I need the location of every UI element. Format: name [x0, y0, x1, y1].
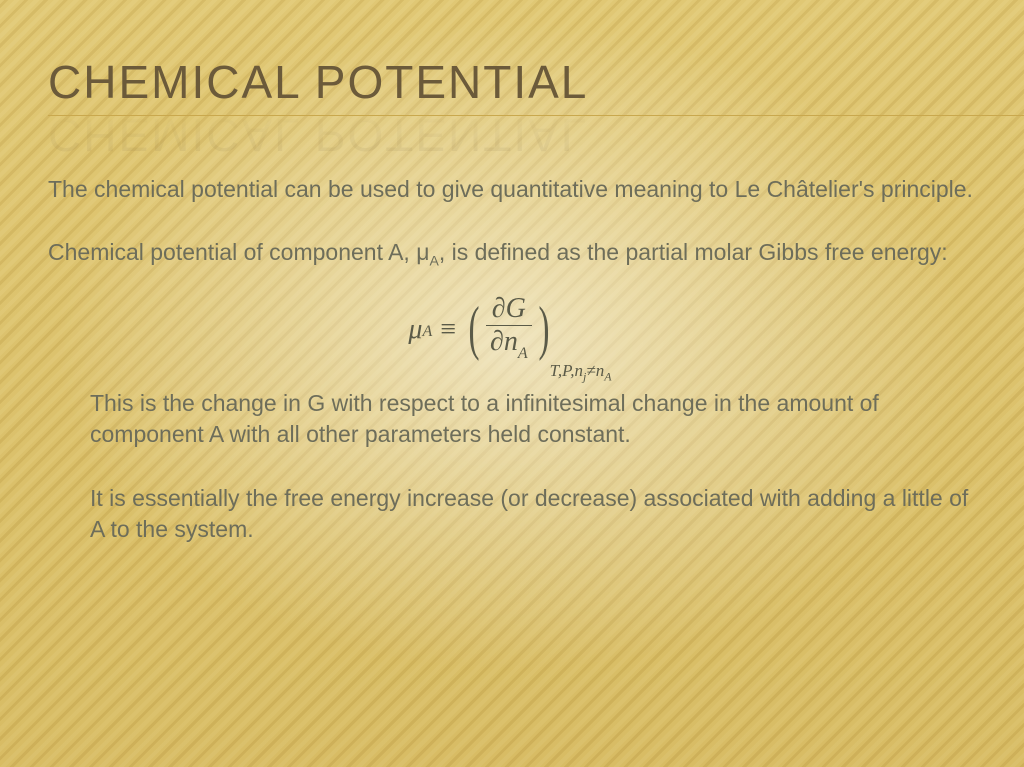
cond-n: n	[575, 361, 584, 380]
paragraph-1: The chemical potential can be used to gi…	[48, 174, 976, 205]
formula-mu: μ	[408, 311, 422, 349]
p2-lead: Chemical potential of component A, μ	[48, 239, 429, 265]
cond-nA-A: A	[604, 369, 611, 383]
cond-neq: ≠	[586, 361, 595, 380]
slide-body: The chemical potential can be used to gi…	[48, 174, 976, 544]
p2-subscript: A	[429, 253, 438, 269]
formula-G: G	[506, 293, 526, 324]
paragraph-2: Chemical potential of component A, μA, i…	[48, 237, 976, 270]
cond-nA-n: n	[596, 361, 605, 380]
formula-mu-sub: A	[422, 321, 432, 343]
formula-lparen: (	[469, 307, 480, 349]
formula-rparen: )	[538, 307, 549, 349]
cond-T: T	[550, 361, 558, 380]
formula-den-sub: A	[518, 345, 528, 362]
formula: μA ≡ ( ∂G ∂nA ) T,P,nj≠nA	[48, 297, 976, 363]
partial-den: ∂	[490, 326, 504, 357]
paragraph-3: This is the change in G with respect to …	[48, 388, 976, 450]
formula-equiv: ≡	[440, 311, 456, 349]
paragraph-4: It is essentially the free energy increa…	[48, 483, 976, 545]
cond-P: P	[562, 361, 570, 380]
p2-tail: , is defined as the partial molar Gibbs …	[439, 239, 948, 265]
formula-fraction: ∂G ∂nA	[486, 295, 532, 361]
slide: CHEMICAL POTENTIAL CHEMICAL POTENTIAL Th…	[0, 0, 1024, 767]
formula-n: n	[504, 326, 518, 357]
partial-num: ∂	[492, 293, 506, 324]
slide-title: CHEMICAL POTENTIAL	[48, 58, 976, 116]
formula-conditions: T,P,nj≠nA	[550, 360, 612, 385]
